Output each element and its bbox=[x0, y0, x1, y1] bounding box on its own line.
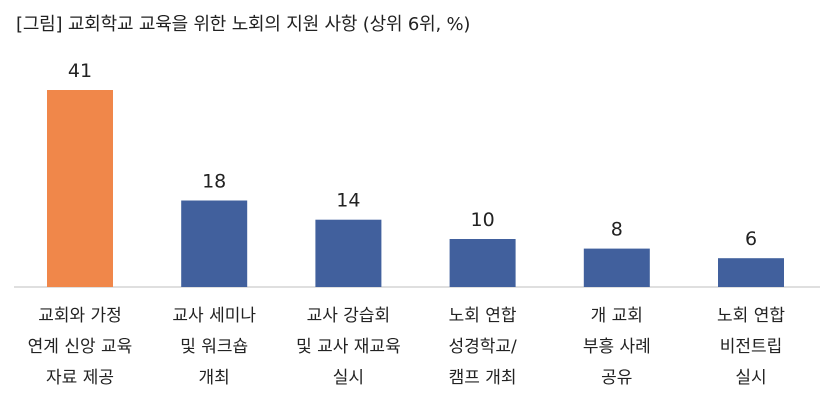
category-label-5-line-1: 개 교회 bbox=[591, 306, 643, 326]
value-labels-group: 41 18 14 10 8 6 bbox=[68, 60, 757, 250]
category-label-3-line-1: 교사 강습회 bbox=[307, 306, 391, 326]
bar-1 bbox=[47, 90, 113, 287]
category-label-1-line-3: 자료 제공 bbox=[46, 368, 114, 388]
category-label-3-line-2: 및 교사 재교육 bbox=[296, 337, 401, 357]
data-label-6: 6 bbox=[745, 228, 757, 250]
category-label-4-line-1: 노회 연합 bbox=[449, 306, 517, 326]
category-label-1-line-1: 교회와 가정 bbox=[38, 306, 122, 326]
data-label-3: 14 bbox=[336, 190, 360, 212]
data-label-4: 10 bbox=[471, 209, 495, 231]
bar-2 bbox=[181, 200, 248, 287]
data-label-2: 18 bbox=[202, 171, 226, 193]
category-label-5-line-2: 부흥 사례 bbox=[583, 337, 651, 357]
bar-6 bbox=[718, 258, 784, 287]
category-label-4-line-3: 캠프 개최 bbox=[449, 368, 517, 388]
bar-5 bbox=[583, 248, 650, 287]
data-label-1: 41 bbox=[68, 60, 92, 82]
category-label-5-line-3: 공유 bbox=[601, 368, 632, 388]
category-label-6-line-2: 비전트립 bbox=[720, 337, 783, 357]
bar-3 bbox=[315, 219, 382, 287]
data-label-5: 8 bbox=[611, 219, 623, 241]
category-label-1-line-2: 연계 신앙 교육 bbox=[28, 337, 133, 357]
category-label-6-line-3: 실시 bbox=[735, 368, 766, 388]
chart-title: [그림] 교회학교 교육을 위한 노회의 지원 사항 (상위 6위, %) bbox=[16, 14, 471, 35]
category-label-6-line-1: 노회 연합 bbox=[717, 306, 785, 326]
category-label-2-line-3: 개최 bbox=[199, 368, 230, 388]
bar-4 bbox=[449, 239, 516, 287]
category-label-2-line-1: 교사 세미나 bbox=[172, 306, 256, 326]
category-label-4-line-2: 성경학교/ bbox=[448, 337, 517, 357]
category-label-2-line-2: 및 워크숍 bbox=[180, 337, 248, 357]
category-label-3-line-3: 실시 bbox=[333, 368, 364, 388]
bars-group bbox=[47, 90, 784, 287]
